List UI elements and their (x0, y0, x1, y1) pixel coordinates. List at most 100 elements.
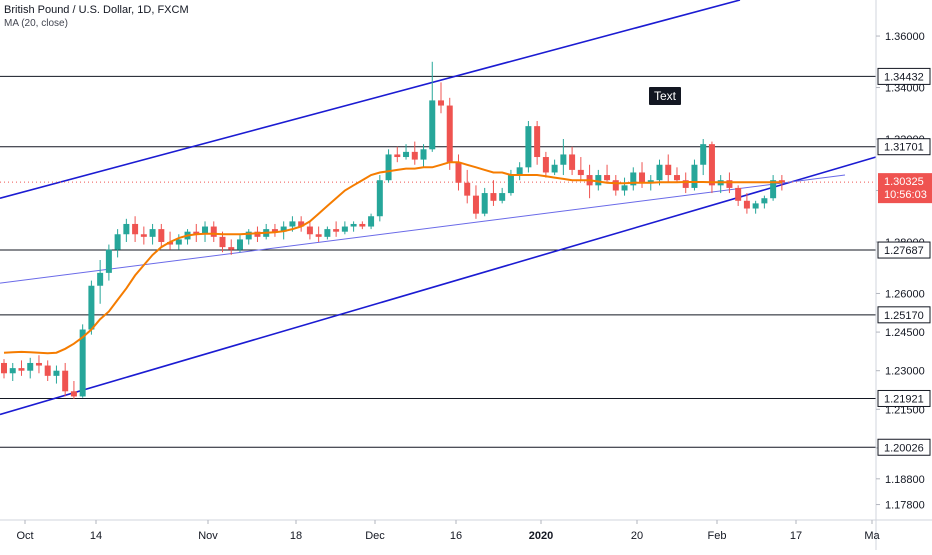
candle[interactable] (228, 239, 235, 255)
candle[interactable] (481, 187, 488, 217)
candle[interactable] (140, 226, 147, 245)
level-label[interactable]: 1.20026 (884, 442, 924, 454)
candle[interactable] (114, 229, 121, 258)
candle[interactable] (411, 141, 418, 165)
candle[interactable] (333, 221, 340, 237)
candle[interactable] (359, 221, 366, 230)
candle[interactable] (700, 139, 707, 176)
candle[interactable] (70, 380, 77, 400)
candle[interactable] (621, 177, 628, 196)
last-price-box[interactable] (878, 173, 932, 204)
candle[interactable] (158, 223, 165, 248)
candle[interactable] (18, 360, 25, 376)
level-label[interactable]: 1.25170 (884, 310, 924, 322)
candle[interactable] (245, 229, 252, 245)
candle[interactable] (420, 144, 427, 168)
candle[interactable] (123, 218, 130, 242)
candle[interactable] (254, 226, 261, 242)
candle[interactable] (62, 362, 69, 397)
candle[interactable] (306, 221, 313, 240)
level-label-box[interactable] (877, 241, 931, 259)
candle[interactable] (210, 221, 217, 242)
candle[interactable] (341, 221, 348, 235)
candle[interactable] (516, 162, 523, 181)
candle[interactable] (88, 280, 95, 335)
candle[interactable] (236, 234, 243, 253)
candle[interactable] (105, 244, 112, 281)
level-label-box[interactable] (877, 138, 931, 156)
candle[interactable] (298, 216, 305, 232)
candle[interactable] (464, 169, 471, 204)
level-label-box[interactable] (877, 438, 931, 456)
candle[interactable] (403, 144, 410, 160)
candle[interactable] (27, 357, 34, 379)
candle[interactable] (455, 154, 462, 191)
candle[interactable] (35, 355, 42, 374)
candle[interactable] (665, 154, 672, 183)
candle-body (770, 180, 777, 199)
candle[interactable] (149, 223, 156, 245)
candle[interactable] (1, 359, 7, 379)
candle[interactable] (132, 216, 139, 242)
level-label-box[interactable] (877, 306, 931, 324)
candle[interactable] (656, 159, 663, 186)
candle[interactable] (560, 139, 567, 176)
candle[interactable] (394, 146, 401, 163)
candle[interactable] (44, 360, 51, 381)
candle[interactable] (385, 149, 392, 183)
candle[interactable] (315, 226, 322, 242)
level-label-box[interactable] (877, 67, 931, 85)
candle[interactable] (708, 141, 715, 194)
candle[interactable] (577, 157, 584, 181)
candle[interactable] (324, 226, 331, 240)
candle[interactable] (752, 200, 759, 214)
candle[interactable] (202, 221, 209, 242)
candle[interactable] (743, 193, 750, 214)
inner-trendline[interactable] (0, 174, 846, 284)
candle[interactable] (542, 151, 549, 178)
candle[interactable] (167, 231, 174, 250)
candle[interactable] (472, 185, 479, 219)
candle[interactable] (569, 146, 576, 176)
candle[interactable] (429, 61, 436, 152)
candle[interactable] (438, 82, 444, 114)
text-annotation[interactable]: Text (649, 87, 682, 105)
candle[interactable] (673, 167, 680, 183)
candle-body (560, 154, 567, 165)
level-label[interactable]: 1.21921 (884, 393, 924, 405)
level-label-box[interactable] (877, 389, 931, 407)
candle[interactable] (53, 365, 60, 384)
candle[interactable] (761, 195, 768, 209)
candle[interactable] (376, 175, 383, 222)
candle[interactable] (534, 120, 541, 165)
candle[interactable] (604, 164, 611, 183)
candle[interactable] (630, 167, 637, 191)
candle[interactable] (175, 234, 182, 250)
last-price-label[interactable]: 1.30325 (884, 176, 924, 188)
candle[interactable] (446, 97, 453, 170)
level-label[interactable]: 1.27687 (884, 245, 924, 257)
candle[interactable] (350, 221, 357, 232)
level-label[interactable]: 1.31701 (884, 142, 924, 154)
candle[interactable] (525, 120, 532, 173)
level-label[interactable]: 1.34432 (884, 71, 924, 83)
candle[interactable] (551, 159, 558, 176)
candle[interactable] (595, 169, 602, 191)
candle[interactable] (735, 185, 742, 206)
lower-channel-line[interactable] (0, 156, 877, 416)
candle[interactable] (271, 223, 278, 237)
upper-channel-line[interactable] (0, 0, 741, 199)
candle[interactable] (193, 223, 200, 242)
candle[interactable] (499, 187, 506, 204)
candle[interactable] (368, 213, 375, 230)
candle[interactable] (770, 175, 777, 201)
candle[interactable] (97, 260, 104, 304)
candle[interactable] (490, 180, 497, 206)
candle-body (35, 362, 42, 366)
candle[interactable] (9, 362, 16, 381)
candle[interactable] (612, 175, 619, 196)
ma-indicator-label[interactable]: MA (20, close) (4, 18, 68, 29)
candle[interactable] (691, 159, 698, 191)
